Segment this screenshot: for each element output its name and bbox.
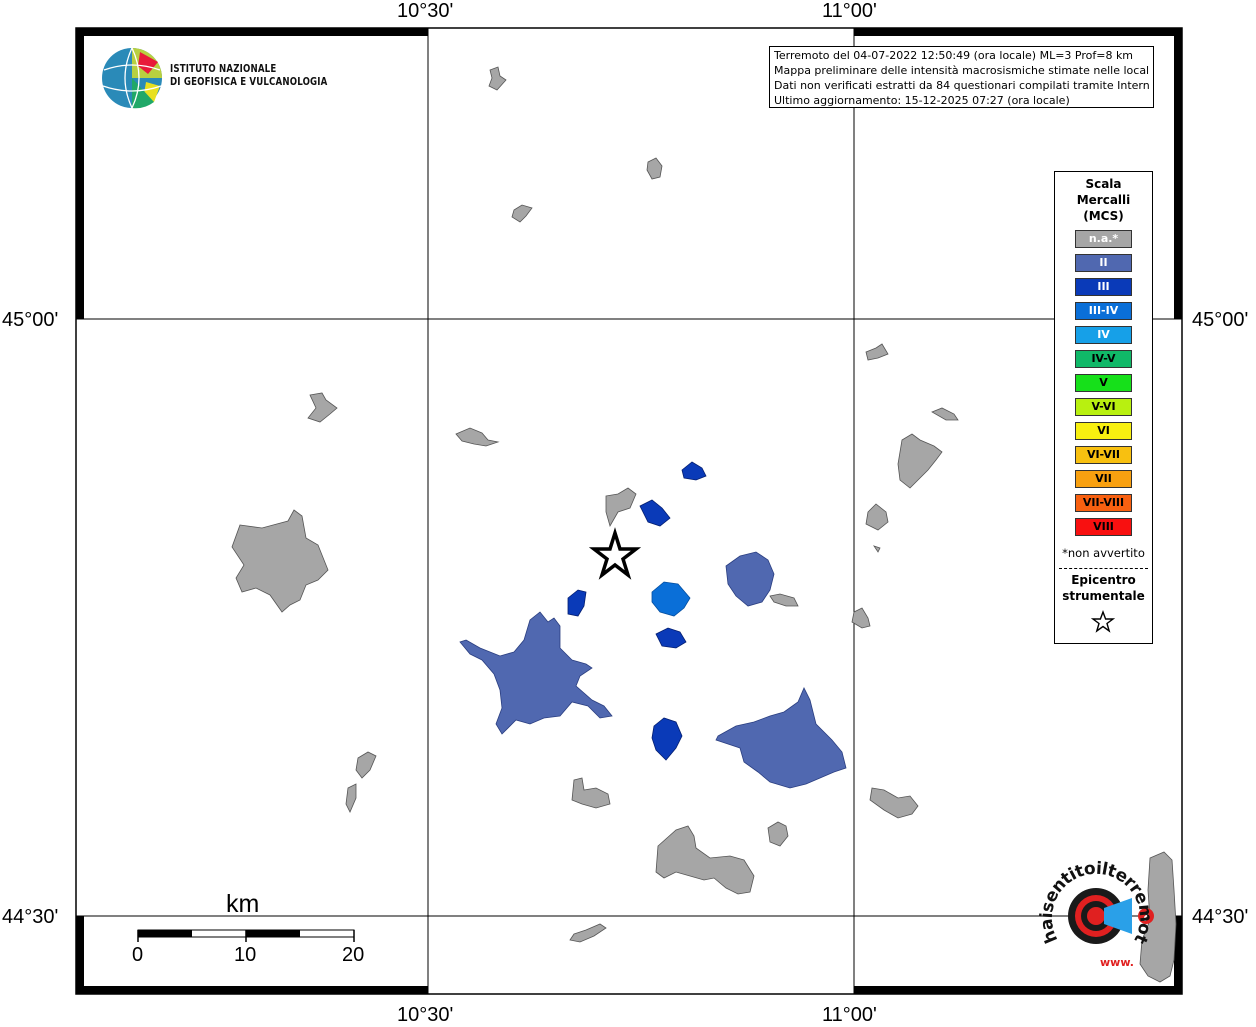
coord-right-lower: 44°30' xyxy=(1192,906,1249,928)
localities-intensity-III xyxy=(567,461,707,761)
legend-title-line-2: Mercalli xyxy=(1076,193,1131,207)
logo-line-1: ISTITUTO NAZIONALE xyxy=(170,63,277,75)
legend-item: III-IV xyxy=(1075,302,1132,320)
legend-item: VIII xyxy=(1075,518,1132,536)
svg-text:?: ? xyxy=(1142,910,1149,924)
legend-item: n.a.* xyxy=(1075,230,1132,248)
badge-url: www. xyxy=(1100,956,1134,969)
locality xyxy=(769,593,799,607)
intensity-legend: Scala Mercalli (MCS) n.a.* II III III-IV IV I… xyxy=(1054,171,1153,644)
locality xyxy=(931,407,959,421)
info-line-1: Terremoto del 04-07-2022 12:50:49 (ora l… xyxy=(774,49,1134,62)
locality xyxy=(567,589,587,617)
locality xyxy=(715,687,847,789)
locality xyxy=(897,433,943,489)
logo-line-2: DI GEOFISICA E VULCANOLOGIA xyxy=(170,76,328,88)
scale-bar-title: km xyxy=(226,890,260,918)
locality xyxy=(865,343,889,361)
locality xyxy=(231,509,329,613)
scale-bar xyxy=(137,929,355,942)
legend-item: VI xyxy=(1075,422,1132,440)
graticule xyxy=(76,28,1182,994)
legend-item: IV xyxy=(1075,326,1132,344)
legend-item: II xyxy=(1075,254,1132,272)
locality xyxy=(767,821,789,847)
ingv-logo-globe xyxy=(102,47,162,109)
frame-border xyxy=(76,28,1182,994)
locality xyxy=(571,777,611,809)
info-line-4: Ultimo aggiornamento: 15-12-2025 07:27 (… xyxy=(774,94,1070,107)
locality xyxy=(873,545,881,553)
locality xyxy=(355,751,377,779)
locality xyxy=(869,787,919,819)
locality xyxy=(651,581,691,617)
map-frame xyxy=(75,27,1183,995)
coord-right-upper: 45°00' xyxy=(1192,309,1249,331)
locality xyxy=(511,204,533,223)
info-line-3: Dati non verificati estratti da 84 quest… xyxy=(774,79,1149,92)
legend-title-line-3: (MCS) xyxy=(1083,209,1124,223)
scale-label-10: 10 xyxy=(234,944,257,966)
locality xyxy=(639,499,671,527)
legend-item: IV-V xyxy=(1075,350,1132,368)
epicentre-star xyxy=(588,527,642,580)
coord-top-right: 11°00' xyxy=(822,0,877,22)
locality xyxy=(307,392,338,423)
coord-bottom-right: 11°00' xyxy=(822,1004,877,1026)
info-line-2: Mappa preliminare delle intensità macros… xyxy=(774,64,1149,77)
locality xyxy=(655,627,687,649)
legend-epicentre-label: Epicentro strumentale xyxy=(1055,572,1152,604)
locality xyxy=(655,825,755,895)
legend-note: *non avvertito xyxy=(1062,546,1145,560)
legend-item: V xyxy=(1075,374,1132,392)
locality xyxy=(646,157,663,180)
locality xyxy=(681,461,707,481)
localities-intensity-III-IV xyxy=(651,581,691,617)
coord-top-left: 10°30' xyxy=(397,0,454,22)
locality xyxy=(725,551,775,607)
locality xyxy=(865,503,889,531)
coord-left-lower: 44°30' xyxy=(2,906,59,928)
legend-item: III xyxy=(1075,278,1132,296)
locality xyxy=(851,607,871,629)
legend-epicentre-line-1: Epicentro xyxy=(1071,573,1136,587)
legend-title-line-1: Scala xyxy=(1085,177,1122,191)
legend-separator xyxy=(1059,568,1148,569)
locality xyxy=(605,487,637,528)
locality xyxy=(455,427,500,447)
localities-not-available xyxy=(231,66,959,943)
legend-item: V-VI xyxy=(1075,398,1132,416)
coord-bottom-left: 10°30' xyxy=(397,1004,454,1026)
locality xyxy=(569,923,607,943)
legend-item: VII xyxy=(1075,470,1132,488)
event-info-box: Terremoto del 04-07-2022 12:50:49 (ora l… xyxy=(769,46,1154,108)
coord-left-upper: 45°00' xyxy=(2,309,59,331)
localities-intensity-II xyxy=(459,551,847,789)
legend-item: VI-VII xyxy=(1075,446,1132,464)
scale-label-0: 0 xyxy=(132,944,144,966)
legend-epicentre-line-2: strumentale xyxy=(1062,589,1145,603)
legend-title: Scala Mercalli (MCS) xyxy=(1055,176,1152,224)
legend-item: VII-VIII xyxy=(1075,494,1132,512)
locality xyxy=(488,66,507,91)
legend-star-icon xyxy=(1091,610,1115,633)
locality xyxy=(651,717,683,761)
ingv-logo-text: ISTITUTO NAZIONALE DI GEOFISICA E VULCAN… xyxy=(170,63,327,89)
locality xyxy=(459,611,613,735)
scale-label-20: 20 xyxy=(342,944,365,966)
locality xyxy=(345,783,357,813)
